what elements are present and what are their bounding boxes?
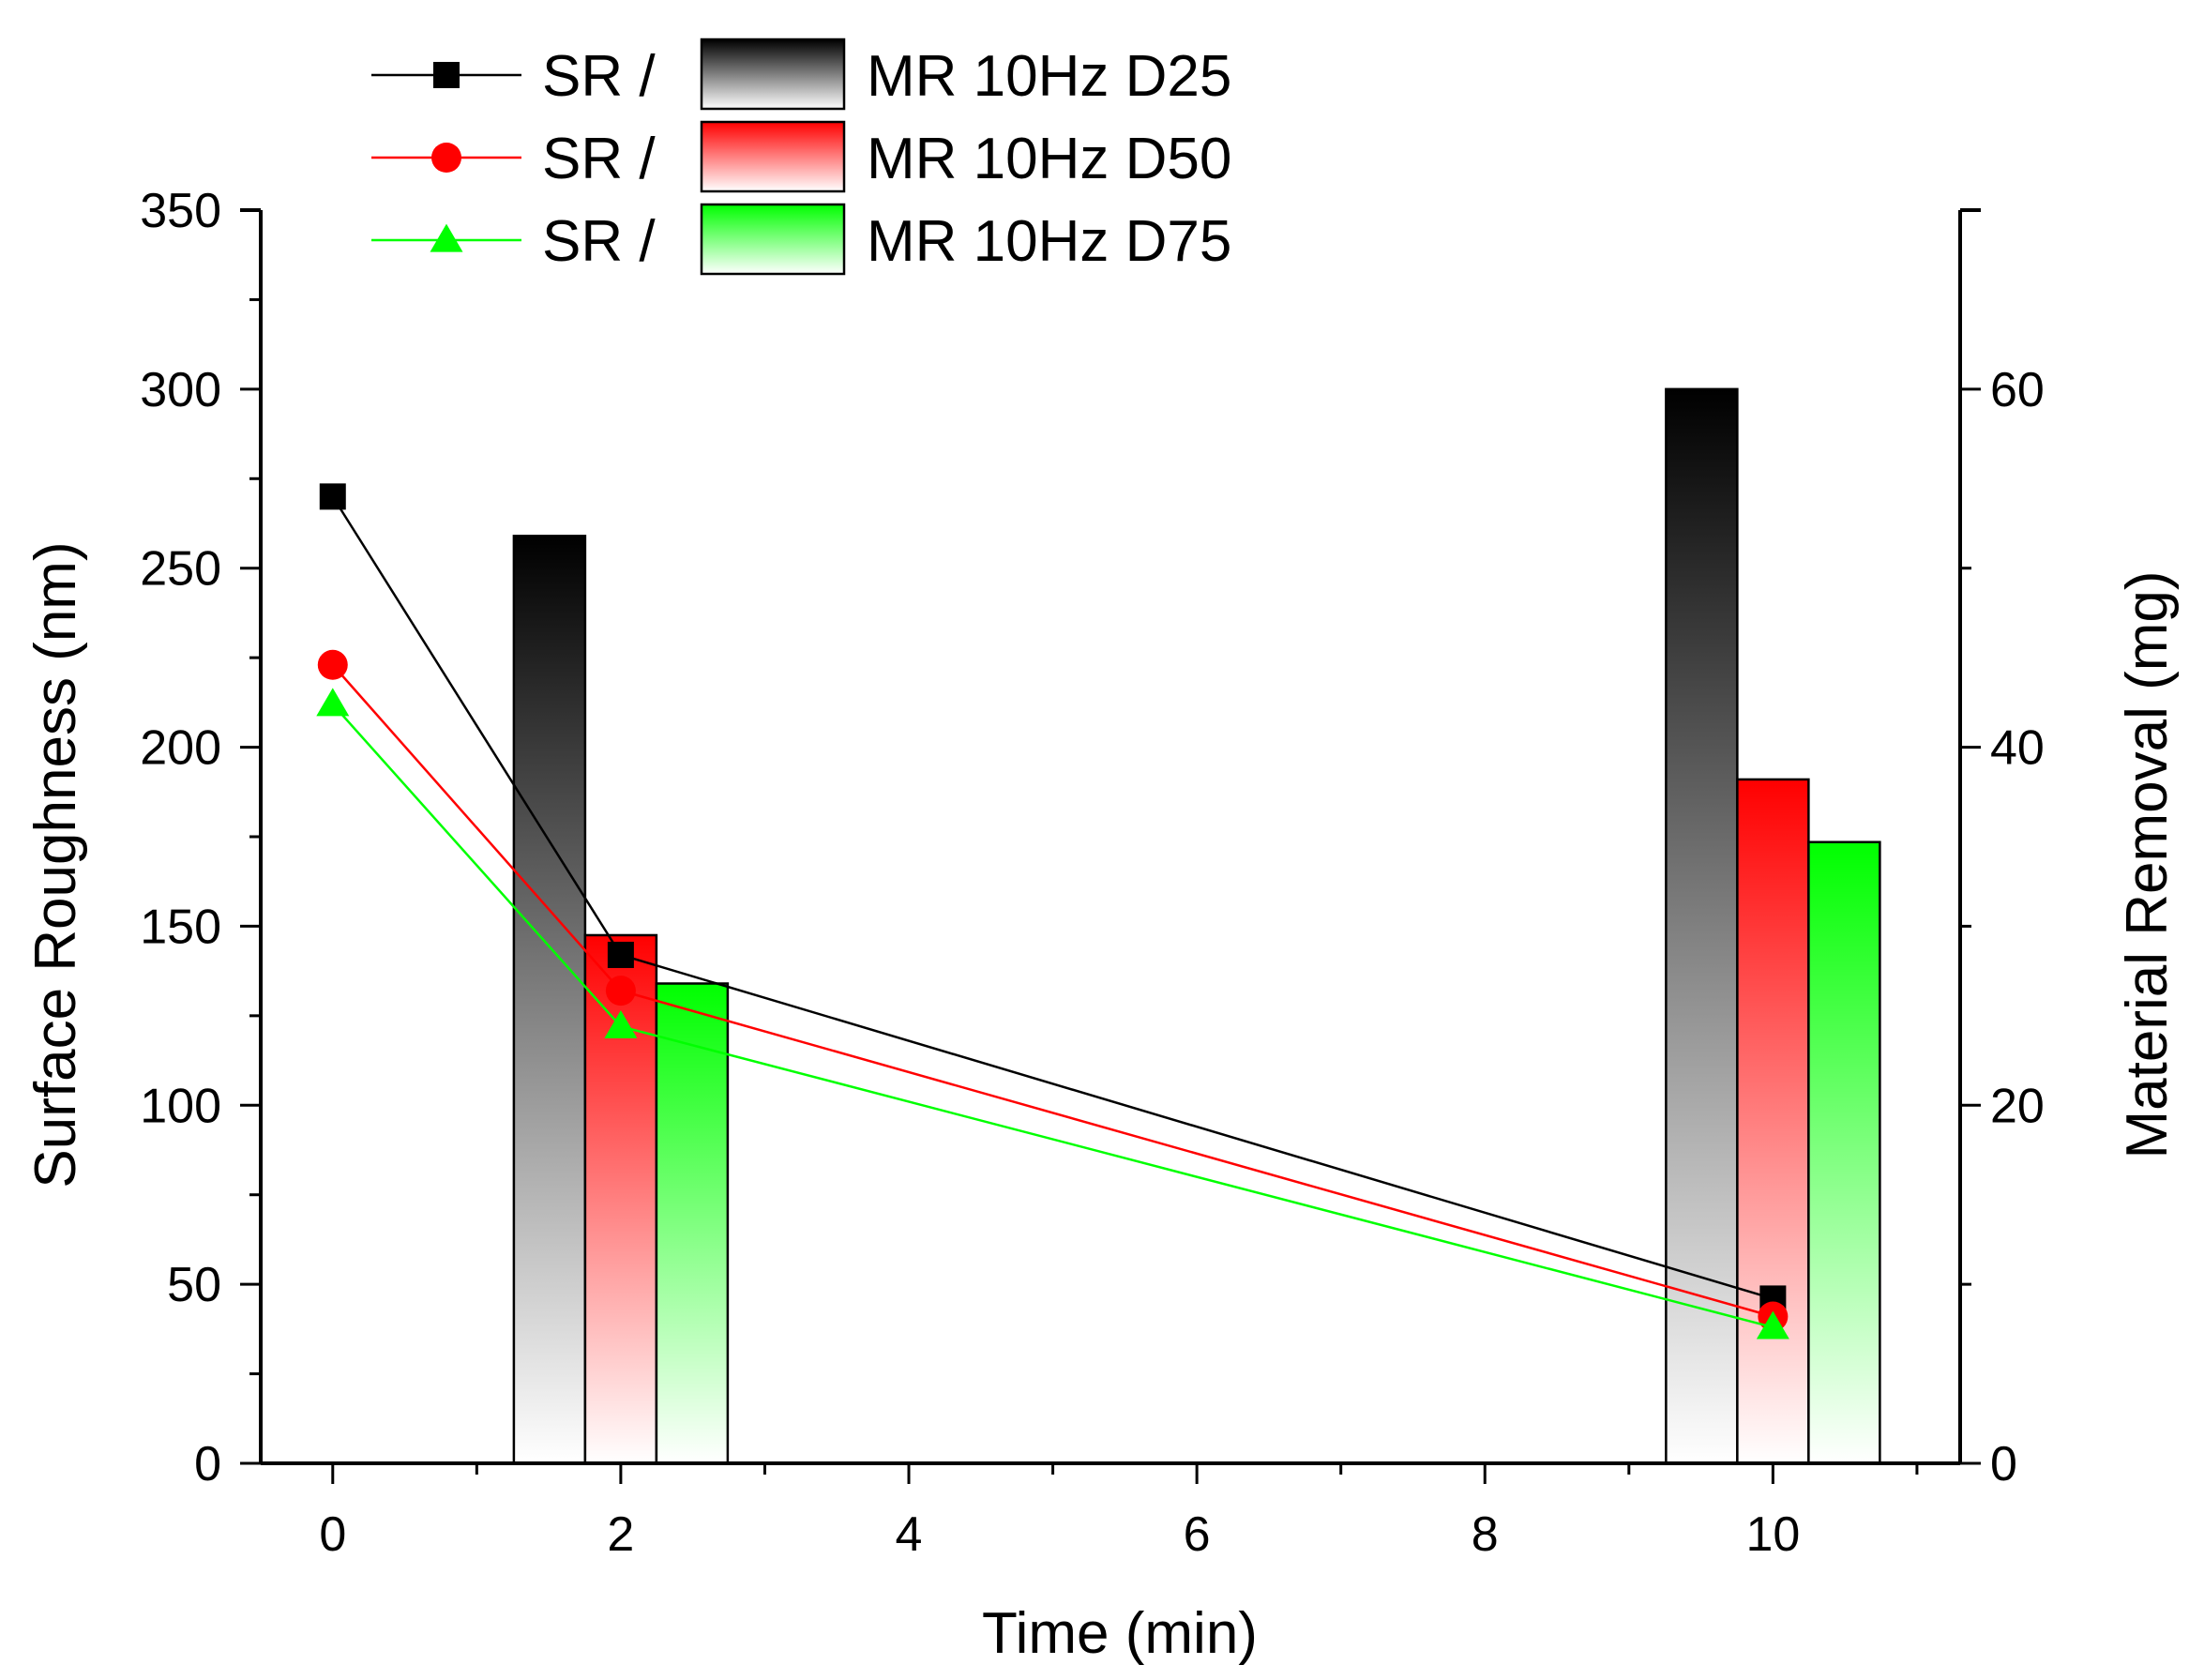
legend-entry-mr-10hz-d75: SR / MR 10Hz D75 <box>371 203 1231 276</box>
axes-layer: 0 2 4 6 8 100501001502002503003500204060Time … <box>23 184 2180 1666</box>
legend-sr-label: SR / <box>542 209 656 274</box>
y-left-tick-label: 350 <box>140 184 221 238</box>
mr-bar-mr-10hz-d75-t2 <box>655 982 730 1465</box>
legend-sr-label: SR / <box>542 127 656 191</box>
sr-point-mr-10hz-d75-t10 <box>1756 1310 1789 1339</box>
sr-point-mr-10hz-d75-t0 <box>316 688 350 717</box>
legend-sr-label: SR / <box>542 44 656 109</box>
legend: SR / MR 10Hz D25 SR / MR 10Hz D50 SR / MR 10H… <box>371 38 1231 276</box>
bars-layer <box>512 387 1881 1465</box>
legend-series-label: MR 10Hz D75 <box>867 209 1231 274</box>
mr-bar-mr-10hz-d50-t10 <box>1736 778 1810 1465</box>
x-tick-label: 4 <box>896 1507 923 1562</box>
y-right-tick-label: 0 <box>1990 1437 2017 1491</box>
y-left-tick-label: 50 <box>167 1258 221 1312</box>
x-tick-label: 2 <box>607 1507 634 1562</box>
legend-marker-triangle <box>430 223 463 252</box>
legend-marker-circle <box>431 143 461 173</box>
legend-entry-mr-10hz-d50: SR / MR 10Hz D50 <box>371 120 1231 193</box>
legend-series-label: MR 10Hz D50 <box>867 127 1231 191</box>
sr-point-mr-10hz-d25-t0 <box>319 483 346 510</box>
sr-point-mr-10hz-d50-t2 <box>605 976 636 1006</box>
legend-bar-swatch <box>700 120 846 193</box>
y-left-tick-label: 0 <box>194 1437 221 1491</box>
mr-bar-mr-10hz-d75-t10 <box>1807 840 1881 1465</box>
legend-bar-swatch <box>700 203 846 276</box>
mr-bar-mr-10hz-d25-t2 <box>512 535 587 1465</box>
y-left-tick-label: 250 <box>140 542 221 597</box>
x-tick-label: 10 <box>1745 1507 1800 1562</box>
y-left-tick-label: 150 <box>140 900 221 954</box>
y-right-tick-label: 20 <box>1990 1079 2045 1133</box>
x-tick-label: 0 <box>319 1507 346 1562</box>
y-right-tick-label: 60 <box>1990 363 2045 417</box>
y-right-tick-label: 40 <box>1990 721 2045 776</box>
legend-entry-mr-10hz-d25: SR / MR 10Hz D25 <box>371 38 1231 111</box>
legend-series-label: MR 10Hz D25 <box>867 44 1231 109</box>
y-left-axis-title: Surface Roughness (nm) <box>23 541 88 1188</box>
y-left-tick-label: 300 <box>140 363 221 417</box>
x-axis-title: Time (min) <box>982 1601 1258 1666</box>
y-left-tick-label: 200 <box>140 721 221 776</box>
y-right-axis-title: Material Removal (mg) <box>2115 570 2180 1158</box>
sr-point-mr-10hz-d25-t2 <box>607 941 634 968</box>
x-tick-label: 8 <box>1472 1507 1499 1562</box>
legend-marker-square <box>433 62 460 88</box>
x-tick-label: 6 <box>1184 1507 1211 1562</box>
legend-bar-swatch <box>700 38 846 111</box>
sr-point-mr-10hz-d50-t0 <box>317 649 348 680</box>
sr-point-mr-10hz-d75-t2 <box>604 1009 638 1038</box>
sr-lines-layer <box>316 483 1789 1339</box>
y-left-tick-label: 100 <box>140 1079 221 1133</box>
